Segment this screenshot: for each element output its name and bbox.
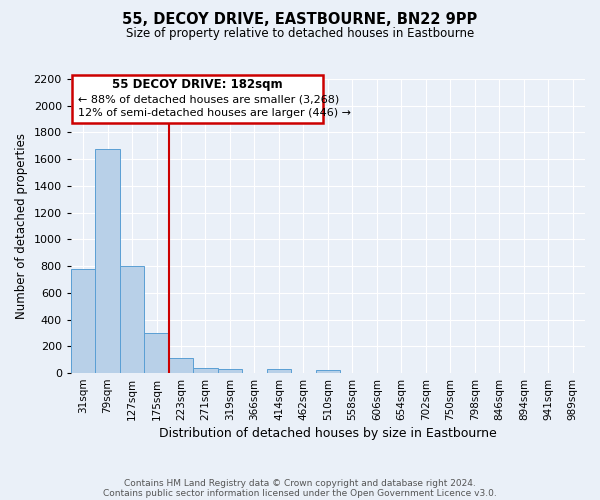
Y-axis label: Number of detached properties: Number of detached properties bbox=[15, 133, 28, 319]
Bar bbox=[316, 370, 340, 373]
Bar bbox=[144, 333, 169, 373]
Text: Contains HM Land Registry data © Crown copyright and database right 2024.: Contains HM Land Registry data © Crown c… bbox=[124, 478, 476, 488]
Bar bbox=[193, 368, 218, 373]
Bar bbox=[95, 148, 120, 373]
Bar bbox=[267, 369, 291, 373]
Bar bbox=[169, 358, 193, 373]
X-axis label: Distribution of detached houses by size in Eastbourne: Distribution of detached houses by size … bbox=[159, 427, 497, 440]
Text: 55 DECOY DRIVE: 182sqm: 55 DECOY DRIVE: 182sqm bbox=[112, 78, 283, 91]
Bar bbox=[120, 266, 144, 373]
Text: Contains public sector information licensed under the Open Government Licence v3: Contains public sector information licen… bbox=[103, 488, 497, 498]
Text: ← 88% of detached houses are smaller (3,268): ← 88% of detached houses are smaller (3,… bbox=[78, 94, 340, 104]
Text: 12% of semi-detached houses are larger (446) →: 12% of semi-detached houses are larger (… bbox=[78, 108, 351, 118]
Text: 55, DECOY DRIVE, EASTBOURNE, BN22 9PP: 55, DECOY DRIVE, EASTBOURNE, BN22 9PP bbox=[122, 12, 478, 28]
Bar bbox=[218, 369, 242, 373]
Text: Size of property relative to detached houses in Eastbourne: Size of property relative to detached ho… bbox=[126, 28, 474, 40]
FancyBboxPatch shape bbox=[72, 75, 323, 123]
Bar bbox=[71, 269, 95, 373]
